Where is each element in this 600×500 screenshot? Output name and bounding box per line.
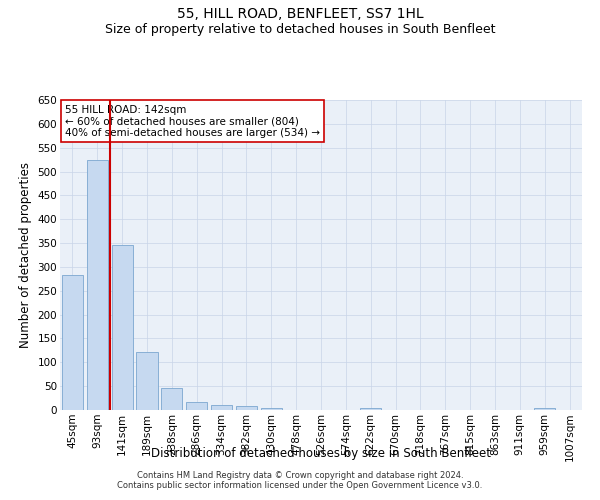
Bar [261,408,282,410]
Bar [87,160,108,410]
Bar [534,408,555,410]
Text: Contains HM Land Registry data © Crown copyright and database right 2024.
Contai: Contains HM Land Registry data © Crown c… [118,470,482,490]
Text: 55, HILL ROAD, BENFLEET, SS7 1HL: 55, HILL ROAD, BENFLEET, SS7 1HL [176,8,424,22]
Bar [211,405,232,410]
Text: 55 HILL ROAD: 142sqm
← 60% of detached houses are smaller (804)
40% of semi-deta: 55 HILL ROAD: 142sqm ← 60% of detached h… [65,104,320,138]
Bar [236,406,257,410]
Bar [62,275,83,410]
Y-axis label: Number of detached properties: Number of detached properties [19,162,32,348]
Bar [360,408,381,410]
Text: Size of property relative to detached houses in South Benfleet: Size of property relative to detached ho… [105,22,495,36]
Text: Distribution of detached houses by size in South Benfleet: Distribution of detached houses by size … [151,448,491,460]
Bar [136,352,158,410]
Bar [186,402,207,410]
Bar [112,246,133,410]
Bar [161,388,182,410]
